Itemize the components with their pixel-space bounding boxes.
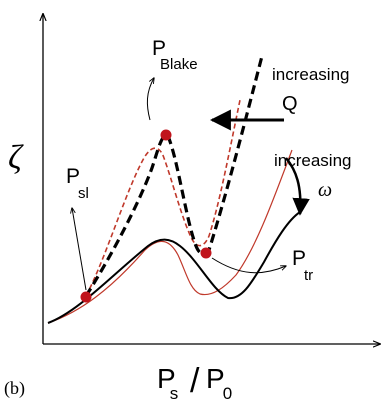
- x-axis-slash: /: [190, 362, 200, 400]
- black-solid-curve: [47, 211, 301, 324]
- point-p-sl: [80, 291, 92, 303]
- black-dashed-curve: [84, 55, 264, 297]
- p-blake-pointer: [146, 78, 154, 121]
- x-axis-numerator-sub: s: [170, 384, 179, 403]
- x-axis-numerator: Ps: [157, 363, 178, 403]
- point-p-tr: [200, 247, 212, 259]
- p-sl-subscript: sl: [78, 185, 89, 202]
- increasing-omega-text: increasing: [274, 151, 352, 170]
- p-tr-pointer: [211, 257, 286, 274]
- x-axis-denominator: P0: [206, 363, 232, 403]
- omega-symbol: ω: [318, 179, 332, 201]
- increasing-q-text: increasing: [272, 65, 350, 84]
- p-blake-label: P Blake: [152, 37, 198, 73]
- point-p-blake: [160, 129, 172, 141]
- x-axis-denominator-sub: 0: [223, 384, 232, 403]
- p-blake-subscript: Blake: [160, 56, 198, 73]
- p-sl-pointer: [72, 208, 87, 291]
- increasing-omega-arrow: [285, 157, 310, 216]
- red-solid-curve: [47, 149, 293, 324]
- y-axis-symbol: ζ: [8, 139, 24, 176]
- p-tr-subscript: tr: [304, 267, 313, 284]
- red-dashed-curve: [85, 99, 241, 297]
- q-symbol: Q: [282, 93, 298, 115]
- panel-label: (b): [4, 378, 25, 399]
